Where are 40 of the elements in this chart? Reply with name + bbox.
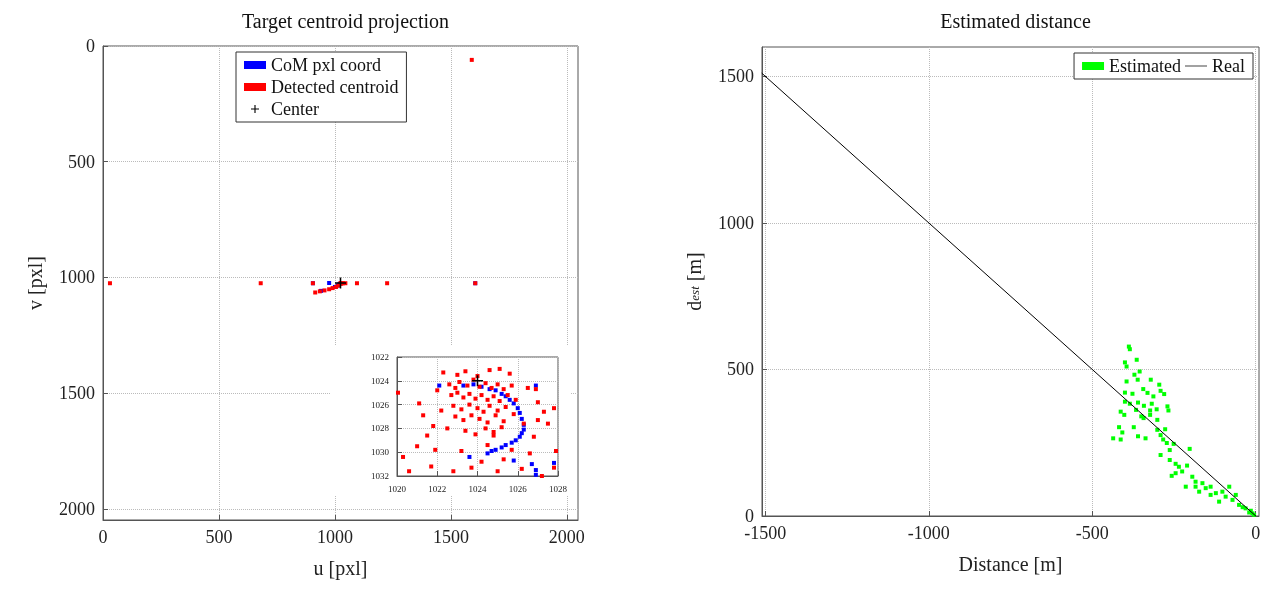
y-tick-label: 0 [745, 506, 754, 526]
x-tick-label: 1026 [508, 483, 528, 494]
legend-label: CoM pxl coord [271, 55, 381, 75]
y-tick-label: 1000 [718, 212, 754, 233]
chart-title: Estimated distance [940, 10, 1091, 32]
x-tick-label: 0 [1251, 523, 1261, 543]
x-tick-label: 1024 [468, 483, 487, 494]
x-tick-label: 1028 [549, 483, 568, 494]
y-tick-label: 1026 [371, 399, 390, 410]
x-tick-label: 0 [98, 527, 108, 547]
y-tick-label: 1028 [371, 423, 390, 434]
legend-label: Center [271, 99, 319, 119]
legend-label: Real [1212, 56, 1246, 76]
legend-label: Detected centroid [271, 77, 399, 97]
y-axis-title: dest [m] [683, 252, 705, 311]
y-tick-label: 1000 [59, 267, 95, 288]
y-tick-label: 1500 [718, 66, 754, 87]
x-tick-label: -1000 [907, 523, 950, 543]
x-tick-label: 1020 [388, 483, 407, 494]
y-tick-label: 0 [86, 36, 95, 56]
y-tick-label: 1500 [59, 383, 95, 404]
y-axis-title: v [pxl] [24, 256, 47, 310]
y-tick-label: 1024 [371, 375, 390, 386]
y-tick-label: 500 [727, 359, 754, 380]
x-tick-label: 1000 [316, 527, 353, 547]
y-tick-label: 1022 [371, 352, 389, 362]
chart-title: Target centroid projection [241, 10, 450, 33]
x-tick-label: 1022 [428, 483, 447, 494]
y-tick-label: 1032 [371, 471, 389, 481]
y-tick-label: 500 [68, 151, 95, 172]
x-axis-title: Distance [m] [958, 553, 1063, 575]
x-tick-label: 500 [205, 527, 233, 547]
x-tick-label: 1500 [432, 527, 469, 547]
x-tick-label: 2000 [548, 527, 585, 547]
x-tick-label: -500 [1075, 523, 1109, 543]
x-tick-label: -1500 [744, 523, 787, 543]
y-tick-label: 1030 [371, 447, 390, 458]
x-axis-title: u [pxl] [313, 557, 368, 580]
legend-label: Estimated [1109, 56, 1182, 76]
y-tick-label: 2000 [59, 498, 95, 519]
